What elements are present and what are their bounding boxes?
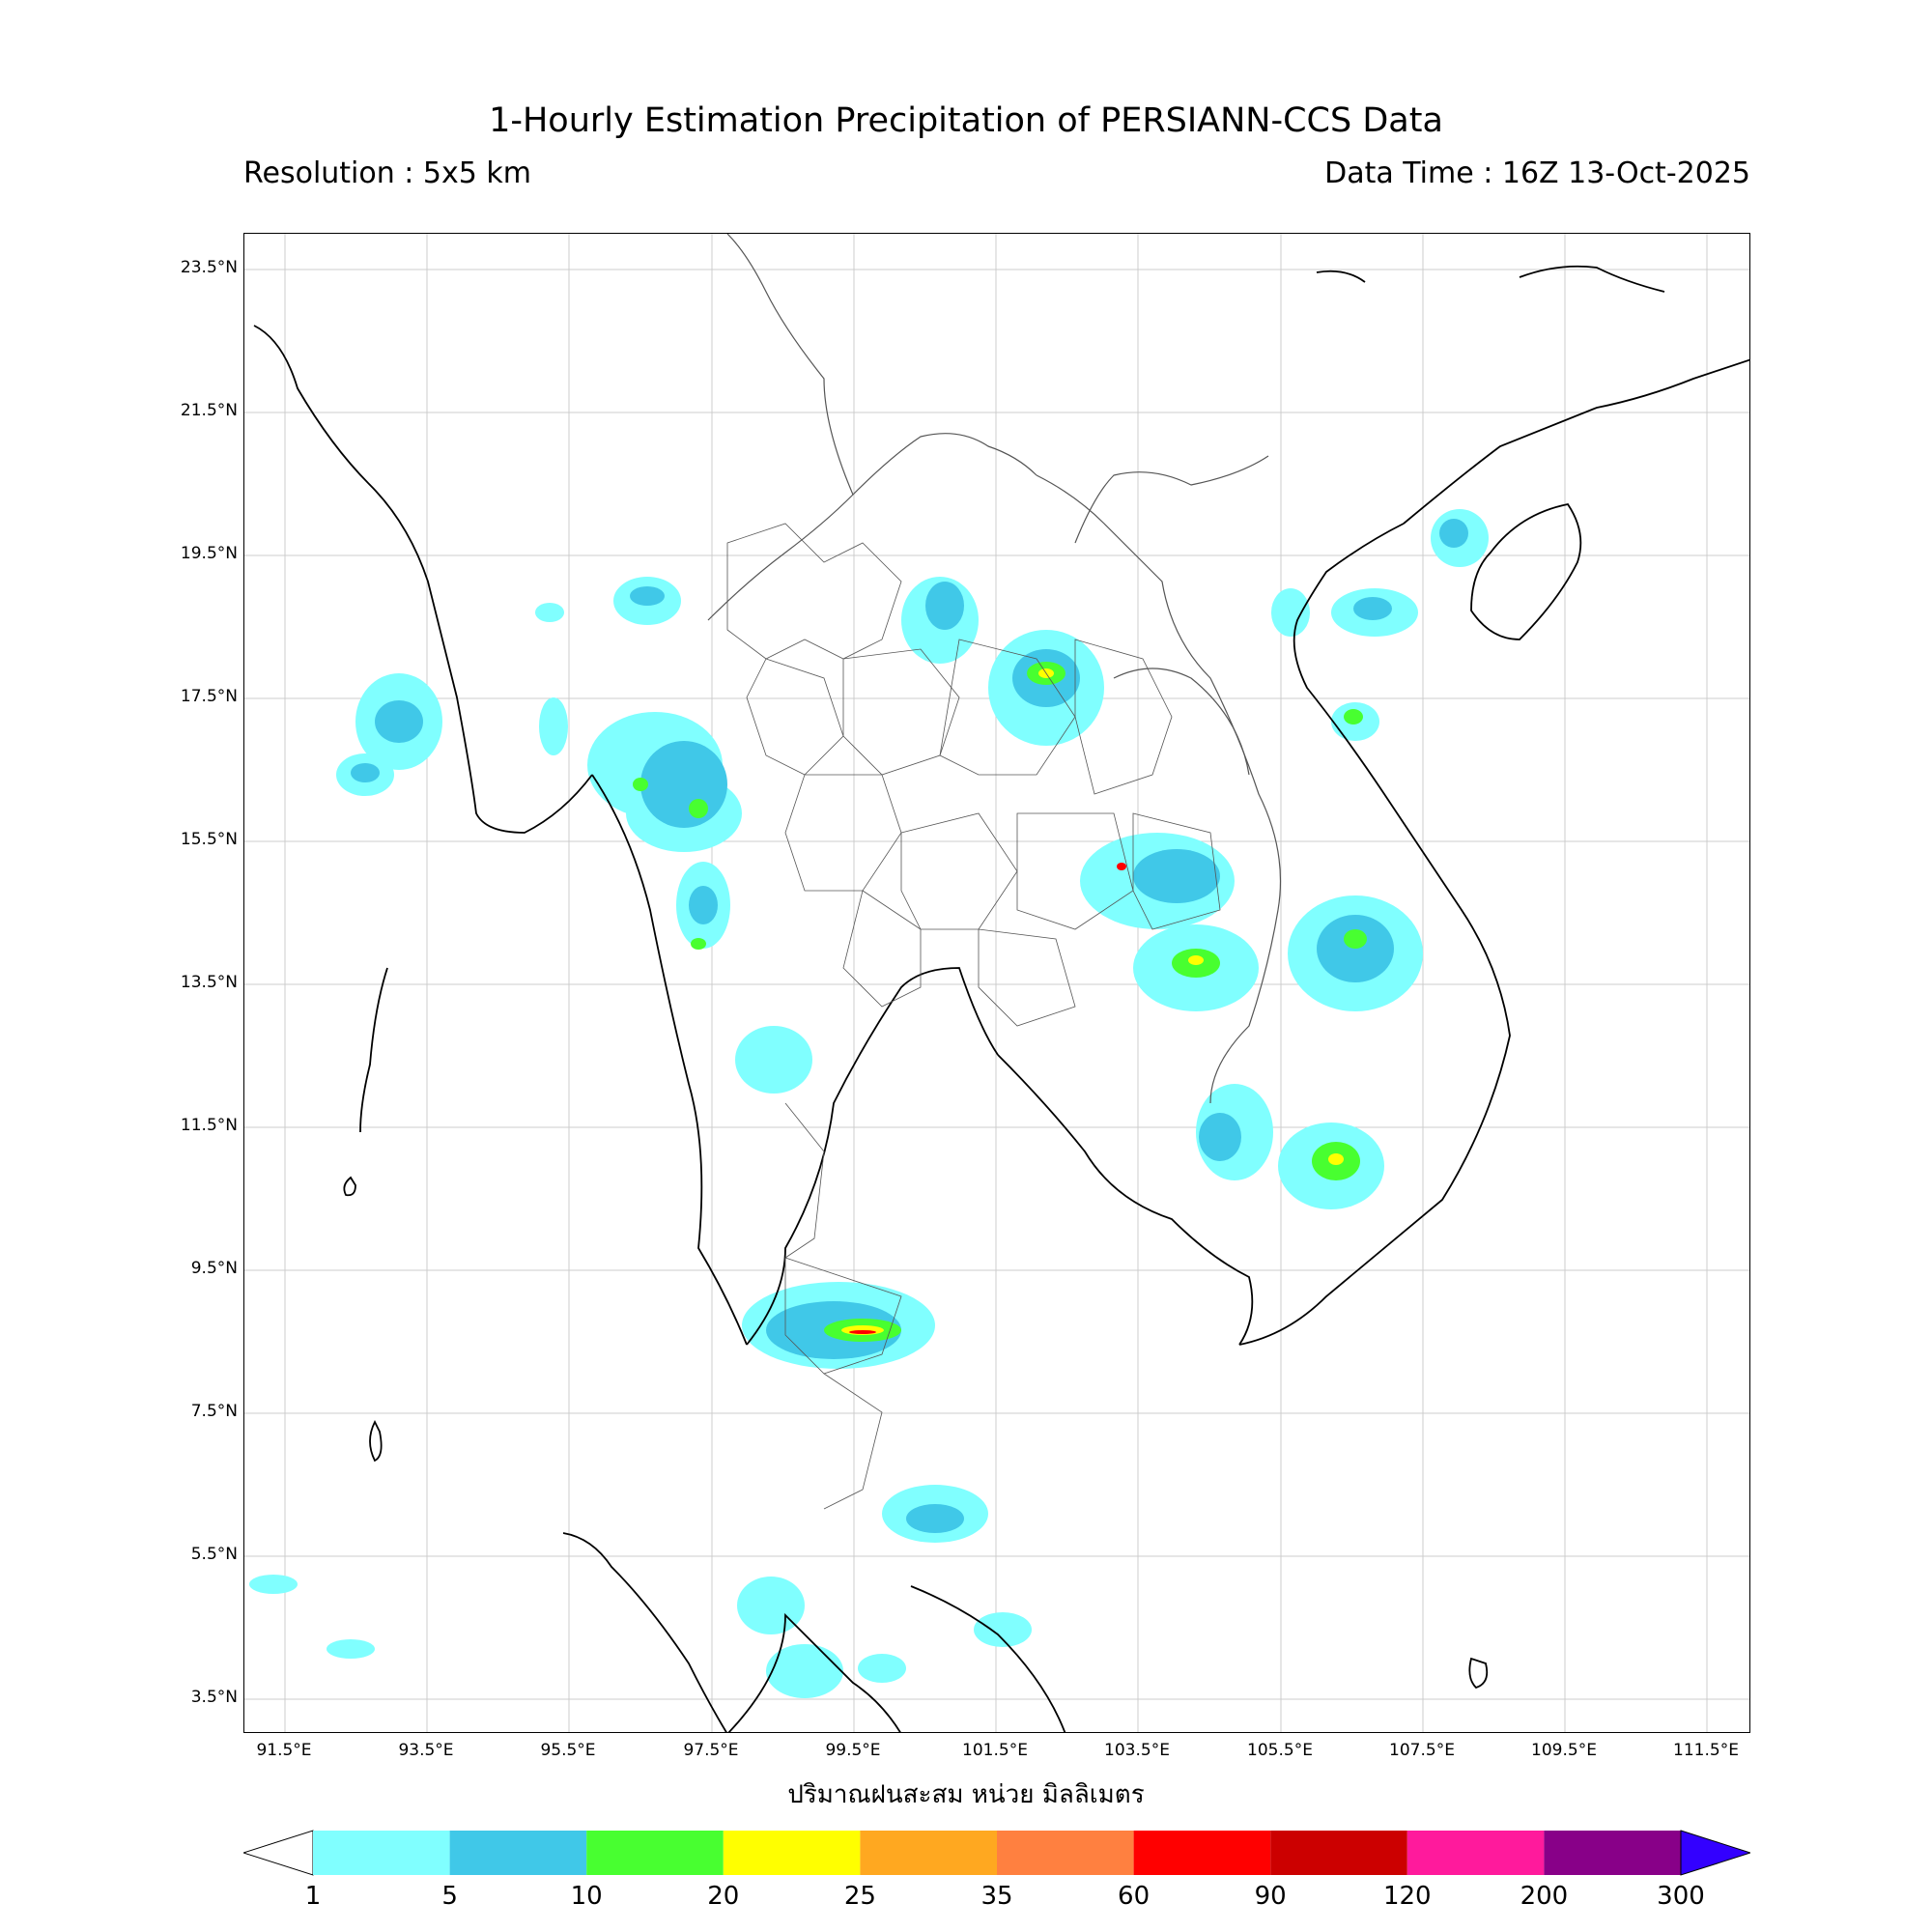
lat-label: 13.5°N <box>180 973 238 992</box>
gridlines <box>244 234 1749 1732</box>
province-boundaries <box>726 523 1221 1510</box>
lon-label: 91.5°E <box>256 1741 312 1760</box>
colorbar-swatch <box>313 1831 450 1875</box>
lon-label: 93.5°E <box>398 1741 454 1760</box>
lat-label: 17.5°N <box>180 687 238 706</box>
lon-label: 97.5°E <box>683 1741 739 1760</box>
colorbar-tick-label: 200 <box>1520 1882 1569 1911</box>
resolution-label: Resolution : 5x5 km <box>243 156 531 190</box>
lat-label: 19.5°N <box>180 544 238 563</box>
colorbar-tick-label: 5 <box>441 1882 458 1911</box>
lon-label: 99.5°E <box>825 1741 881 1760</box>
map-canvas <box>244 234 1749 1732</box>
rain-cells <box>249 509 1489 1698</box>
colorbar-tick-label: 20 <box>707 1882 740 1911</box>
lat-label: 9.5°N <box>190 1259 238 1278</box>
colorbar-tick-label: 120 <box>1382 1882 1432 1911</box>
lon-label: 109.5°E <box>1531 1741 1597 1760</box>
colorbar <box>243 1830 1750 1876</box>
lat-label: 11.5°N <box>180 1116 238 1135</box>
lat-label: 15.5°N <box>180 830 238 849</box>
lon-label: 101.5°E <box>962 1741 1028 1760</box>
colorbar-swatch <box>1270 1831 1407 1875</box>
colorbar-swatch <box>449 1831 587 1875</box>
lat-label: 7.5°N <box>190 1402 238 1421</box>
colorbar-max-extend <box>1680 1830 1750 1876</box>
colorbar-tick-label: 60 <box>1118 1882 1151 1911</box>
lon-label: 95.5°E <box>540 1741 596 1760</box>
lon-label: 111.5°E <box>1673 1741 1739 1760</box>
lat-label: 21.5°N <box>180 401 238 420</box>
colorbar-tick-label: 1 <box>304 1882 322 1911</box>
colorbar-swatch <box>860 1831 997 1875</box>
colorbar-swatch <box>723 1831 861 1875</box>
colorbar-tick-label: 90 <box>1254 1882 1287 1911</box>
colorbar-swatch <box>1544 1831 1681 1875</box>
data-time-label: Data Time : 16Z 13-Oct-2025 <box>1324 156 1750 190</box>
lon-label: 103.5°E <box>1104 1741 1170 1760</box>
lat-label: 3.5°N <box>190 1688 238 1707</box>
lat-label: 23.5°N <box>180 258 238 277</box>
colorbar-tick-label: 10 <box>570 1882 603 1911</box>
borders <box>707 234 1282 1104</box>
lon-label: 107.5°E <box>1389 1741 1455 1760</box>
units-label: ปริมาณฝนสะสม หน่วย มิลลิเมตร <box>787 1780 1145 1809</box>
map-title: 1-Hourly Estimation Precipitation of PER… <box>489 101 1443 140</box>
coastlines <box>253 265 1749 1732</box>
lat-label: 5.5°N <box>190 1545 238 1564</box>
colorbar-swatch <box>586 1831 724 1875</box>
colorbar-swatch <box>1406 1831 1545 1875</box>
colorbar-min-extend <box>243 1830 314 1876</box>
lon-label: 105.5°E <box>1247 1741 1313 1760</box>
colorbar-swatch <box>1133 1831 1271 1875</box>
colorbar-swatch <box>997 1831 1134 1875</box>
precipitation-map[interactable] <box>243 233 1750 1733</box>
colorbar-tick-label: 300 <box>1657 1882 1705 1911</box>
colorbar-tick-label: 25 <box>843 1882 876 1911</box>
colorbar-tick-label: 35 <box>980 1882 1013 1911</box>
